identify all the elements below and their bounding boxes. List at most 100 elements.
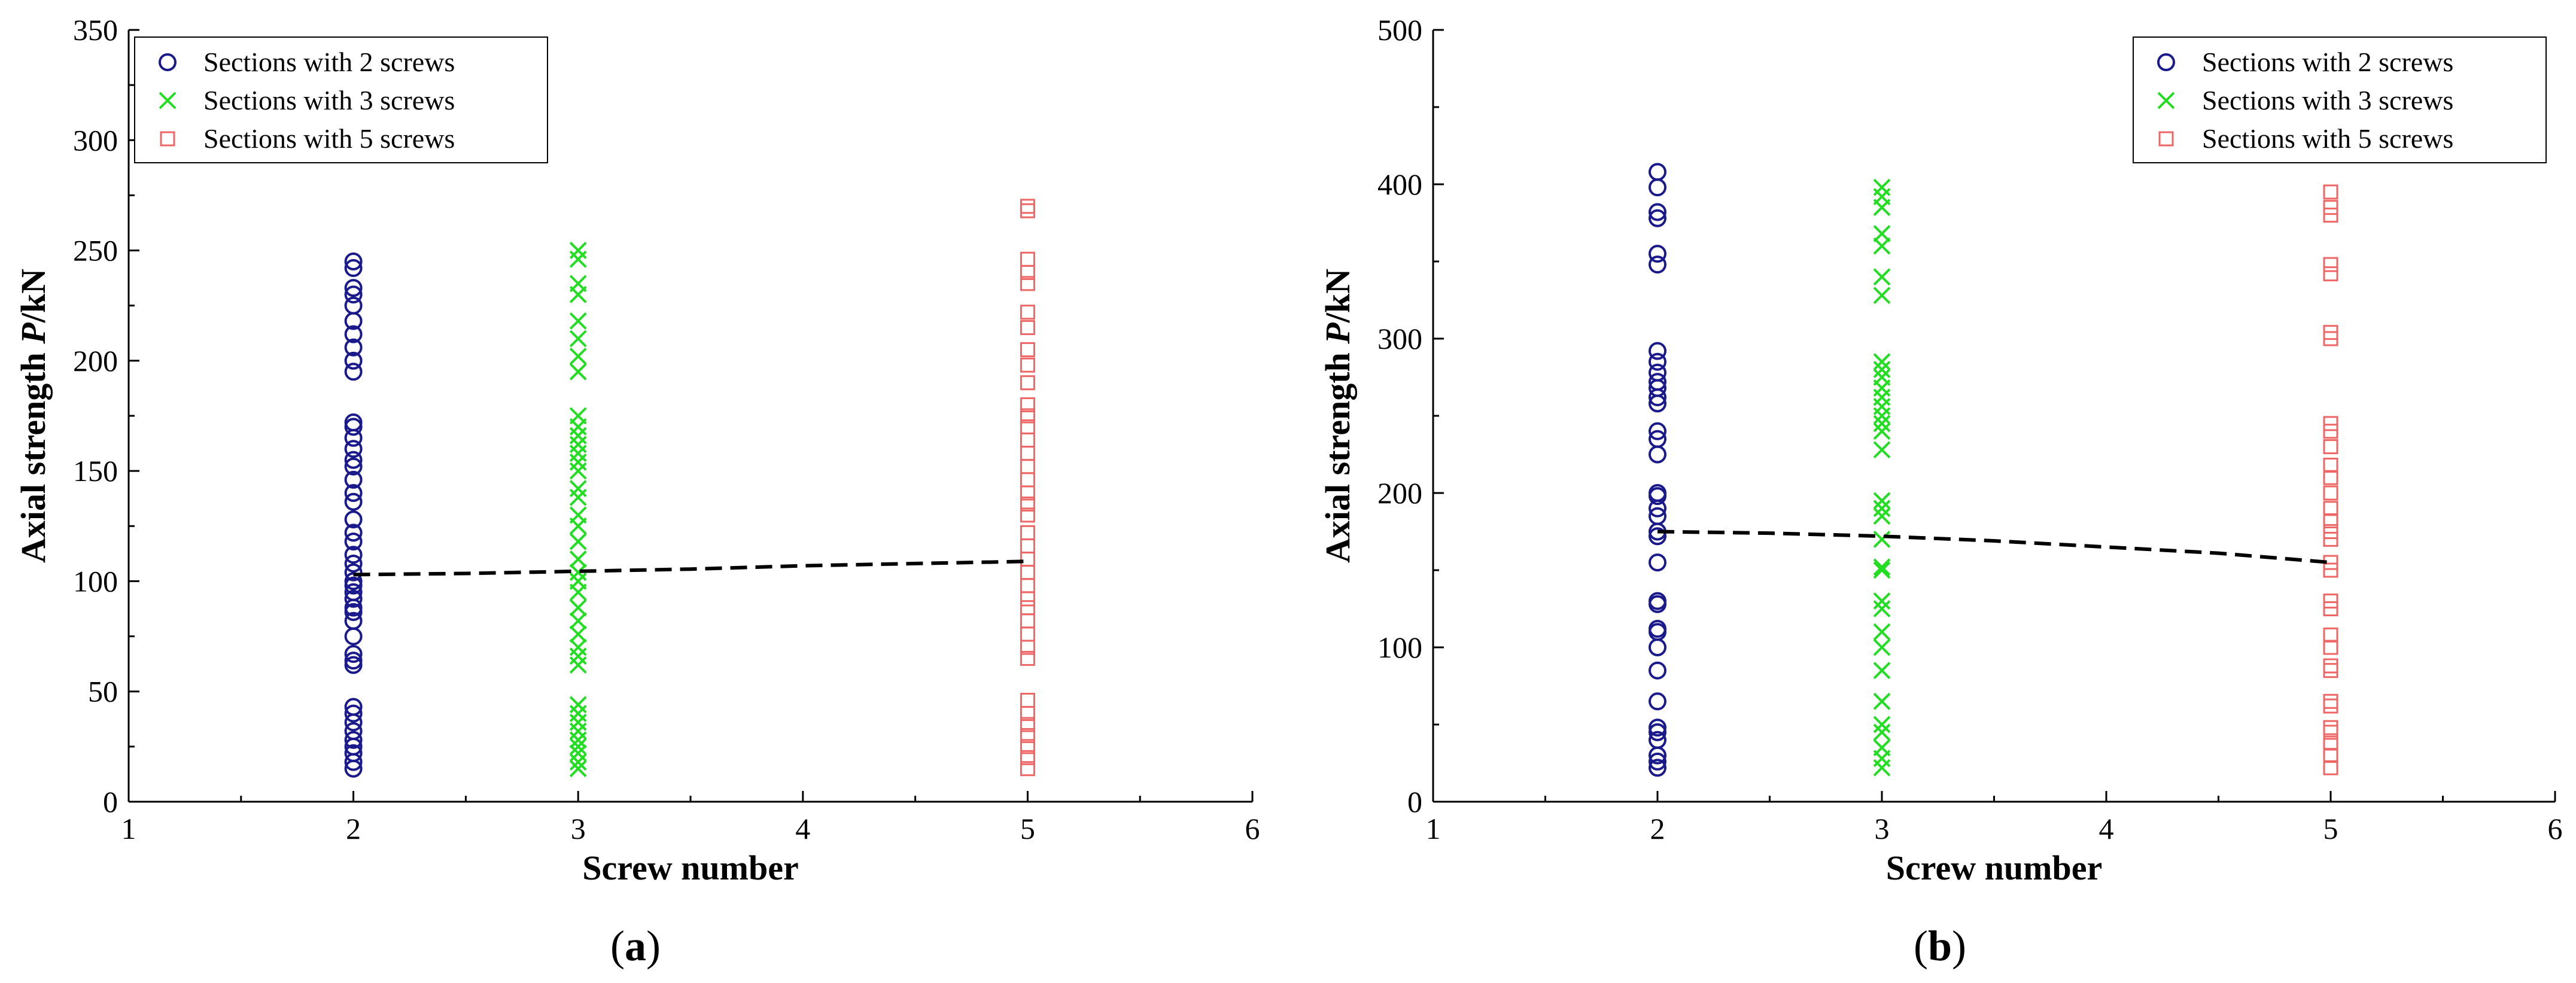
- data-point-x-stroke-2: [569, 738, 587, 756]
- data-point-x-stroke-2: [1873, 500, 1891, 518]
- y-axis-title: Axial strength P/kN: [1318, 269, 1357, 563]
- data-point-circle: [344, 363, 363, 381]
- data-point-circle: [1649, 422, 1666, 440]
- data-point-x-stroke-2: [1873, 237, 1891, 255]
- data-point-circle: [1649, 163, 1666, 181]
- data-point-square: [1020, 525, 1035, 540]
- data-point-x-stroke-2: [1873, 369, 1891, 386]
- data-point-x-stroke-2: [569, 599, 587, 617]
- data-point-x: [1873, 739, 1891, 757]
- data-point-x: [1873, 623, 1891, 641]
- data-point-x-stroke-2: [1873, 415, 1891, 433]
- data-point-circle: [1649, 719, 1666, 737]
- data-point-x-stroke-2: [1873, 662, 1891, 680]
- data-point-x-stroke-2: [1873, 530, 1891, 548]
- x-axis-title: Screw number: [582, 848, 798, 887]
- data-point-circle: [344, 492, 363, 511]
- data-point-x: [569, 275, 587, 293]
- data-point-circle: [344, 627, 363, 646]
- data-point-x: [1873, 530, 1891, 548]
- data-point-square: [1020, 507, 1035, 523]
- data-point-circle: [344, 470, 363, 489]
- x-tick-label: 4: [2099, 812, 2114, 845]
- data-point-circle: [344, 722, 363, 741]
- data-point-circle: [344, 296, 363, 315]
- data-point-x: [1873, 287, 1891, 305]
- data-point-x: [569, 348, 587, 365]
- data-point-x: [569, 436, 587, 454]
- data-point-circle: [1649, 592, 1666, 610]
- data-point-x: [1873, 237, 1891, 255]
- data-point-circle: [1649, 255, 1666, 274]
- data-point-x: [1873, 353, 1891, 371]
- data-point-circle: [344, 252, 363, 270]
- legend-marker-circle: [2157, 53, 2175, 71]
- data-point-x-stroke-2: [569, 407, 587, 425]
- legend-label: Sections with 3 screws: [203, 85, 455, 115]
- data-point-circle: [344, 546, 363, 564]
- x-tick-label: 2: [346, 812, 361, 845]
- data-point-x: [569, 722, 587, 740]
- data-point-circle: [1649, 363, 1666, 382]
- data-point-x-stroke-2: [569, 625, 587, 643]
- x-tick-label: 4: [795, 812, 810, 845]
- data-point-square: [1020, 433, 1035, 448]
- trend-line: [353, 559, 1028, 577]
- series-square: [1020, 199, 1035, 777]
- legend: Sections with 2 screws Sections with 3 sc…: [2133, 36, 2547, 163]
- data-point-square: [2323, 640, 2338, 655]
- data-point-square: [2323, 562, 2338, 578]
- series-circle: [344, 252, 363, 778]
- data-point-x-stroke-2: [1873, 600, 1891, 617]
- x-axis-title: Screw number: [1886, 848, 2102, 887]
- data-point-x-stroke-2: [569, 275, 587, 293]
- data-point-x: [1873, 369, 1891, 386]
- y-tick-label: 400: [1377, 168, 1422, 201]
- data-point-x: [569, 550, 587, 568]
- data-point-circle: [1649, 723, 1666, 741]
- x-tick-label: 1: [1426, 812, 1441, 845]
- data-point-square: [2323, 257, 2338, 272]
- data-point-square: [1020, 739, 1035, 754]
- y-tick-label: 0: [103, 785, 118, 818]
- data-point-square: [1020, 419, 1035, 434]
- data-point-circle: [344, 532, 363, 551]
- data-point-x-stroke-2: [569, 612, 587, 630]
- data-point-x-stroke-2: [569, 506, 587, 524]
- chart-panel-b: (b) 1 2 3 4 5 6 0 100 200 300 400 500 Screw number Ax…: [1318, 13, 2563, 970]
- data-point-square: [2323, 698, 2338, 714]
- trend-line: [1657, 529, 2331, 565]
- data-point-circle: [344, 451, 363, 469]
- data-point-x: [1873, 638, 1891, 656]
- x-tick-label: 1: [121, 812, 136, 845]
- data-point-square: [2323, 184, 2338, 200]
- legend-label: Sections with 5 screws: [2202, 123, 2453, 154]
- y-axis-title-var: P: [14, 322, 53, 345]
- y-tick-label: 350: [73, 13, 118, 47]
- y-tick-label: 250: [73, 234, 118, 267]
- data-point-x: [569, 647, 587, 665]
- y-axis-title-var: P: [1318, 322, 1357, 345]
- data-point-circle: [1649, 373, 1666, 391]
- data-point-x-stroke-2: [1873, 623, 1891, 641]
- data-point-square: [2323, 531, 2338, 547]
- data-point-square: [1020, 565, 1035, 580]
- data-point-circle: [1649, 203, 1666, 221]
- data-point-x-stroke-2: [1873, 638, 1891, 656]
- data-point-circle: [1649, 661, 1666, 680]
- data-point-x: [569, 488, 587, 506]
- data-point-x: [569, 445, 587, 462]
- chart-panel-a: (a) 1 2 3 4 5 6 0 50 100 150 200 250 300 350 Screw num…: [14, 13, 1260, 970]
- data-point-x-stroke-2: [569, 330, 587, 348]
- y-tick-label: 0: [1407, 785, 1422, 818]
- data-point-x: [1873, 600, 1891, 617]
- data-point-x-stroke-2: [1873, 178, 1891, 196]
- data-point-x-stroke-2: [1873, 441, 1891, 459]
- y-tick-label: 300: [1377, 322, 1422, 355]
- data-point-x: [569, 744, 587, 762]
- y-tick-label: 200: [73, 344, 118, 378]
- data-point-square: [1020, 342, 1035, 357]
- data-point-square: [1020, 613, 1035, 629]
- data-point-x-stroke-2: [569, 312, 587, 330]
